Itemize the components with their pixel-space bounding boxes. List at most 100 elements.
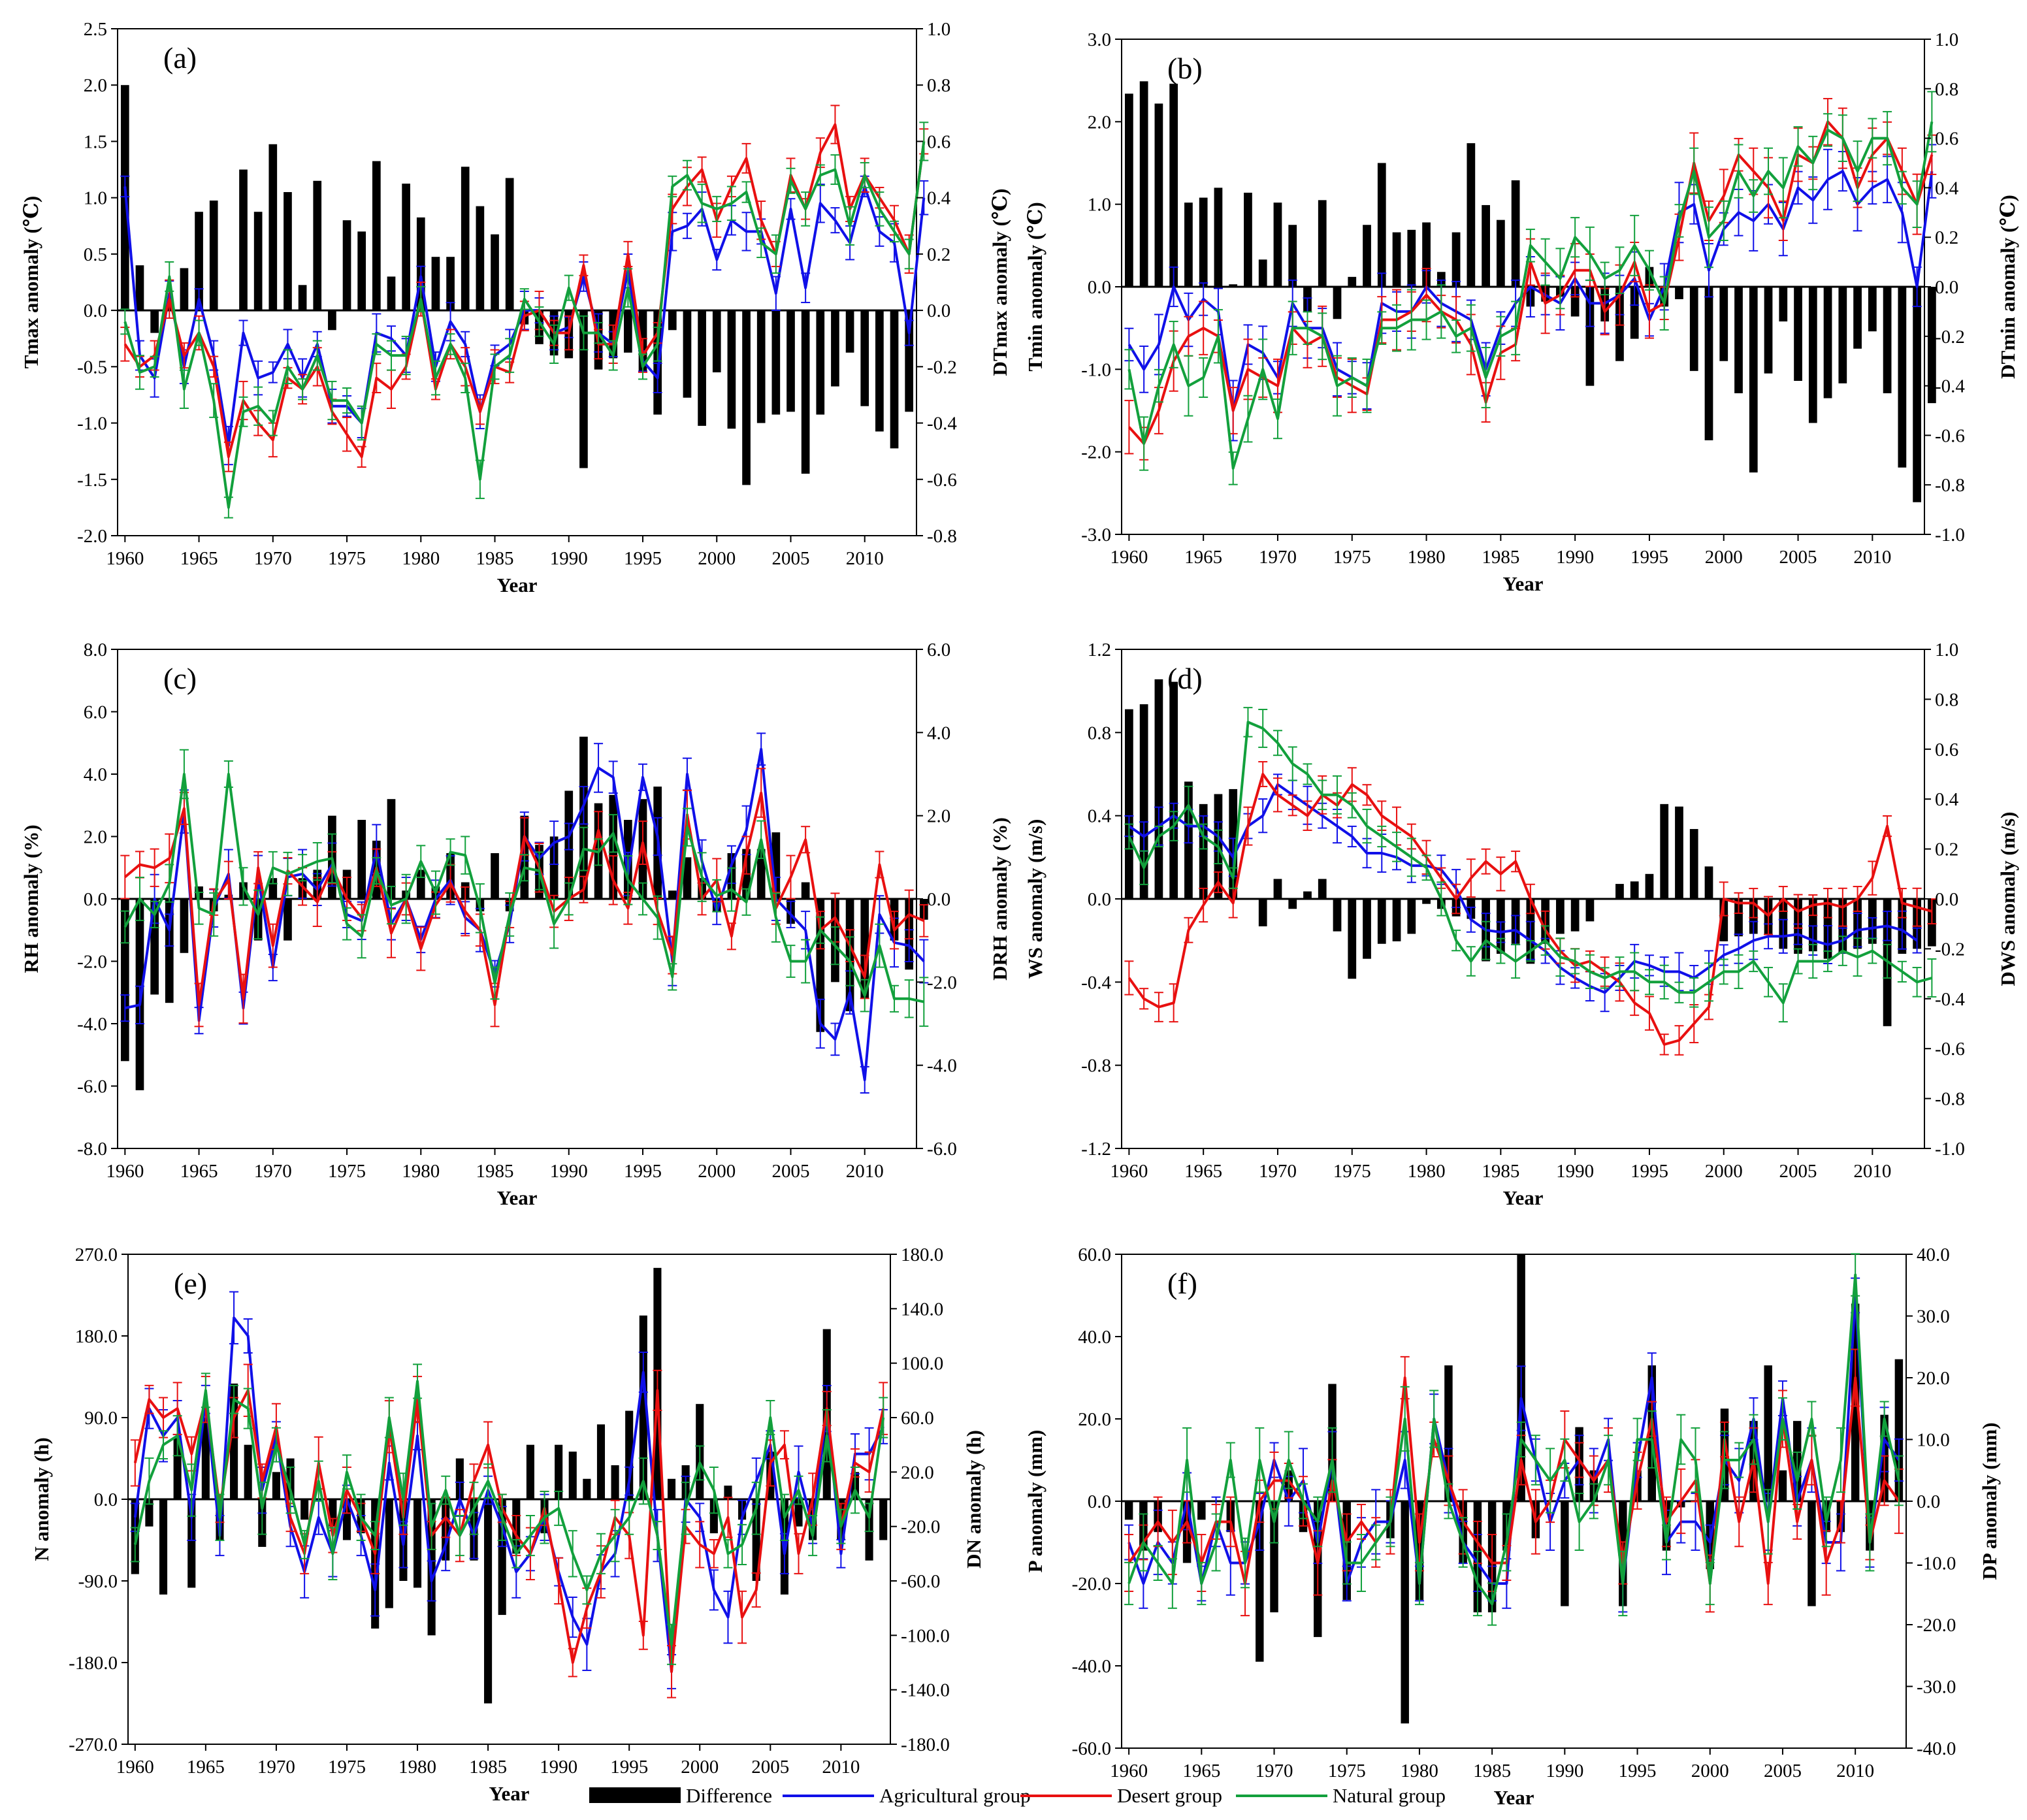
difference-bar [455,1458,464,1499]
y-right-tick-label: 0.6 [1935,739,1958,760]
difference-bar [1853,287,1862,349]
y-right-tick-label: 0.0 [1935,889,1958,910]
y-right-axis-title: DN anomaly (h) [962,1430,985,1568]
difference-bar [1318,200,1327,287]
y-right-tick-label: 0.0 [927,301,950,321]
difference-bar [1273,203,1282,287]
y-right-tick-label: 180.0 [901,1244,943,1265]
difference-bar [1184,203,1193,287]
y-left-tick-label: -90.0 [78,1571,118,1592]
difference-bar [387,276,396,311]
x-tick-label: 2005 [1779,547,1817,568]
series-line-natural [1127,121,1934,470]
difference-bar [491,234,499,311]
difference-bar [639,1315,647,1499]
difference-bar [816,310,825,415]
y-left-tick-label: 6.0 [84,702,107,723]
y-left-tick-label: 90.0 [84,1408,118,1429]
y-left-tick-label: -40.0 [1072,1656,1111,1677]
x-tick-label: 1980 [1408,1161,1446,1182]
series-line-natural [1127,721,1932,1005]
y-right-tick-label: -20.0 [901,1517,940,1538]
difference-bar [756,849,766,899]
legend-label-desert: Desert group [1117,1784,1222,1807]
x-axis-title: Year [1494,1786,1534,1809]
difference-bar [1288,225,1297,287]
y-right-tick-label: -0.8 [927,526,957,547]
difference-bar [1363,225,1371,287]
difference-bar [1407,229,1416,287]
y-left-tick-label: -2.0 [1081,442,1111,463]
x-tick-label: 1960 [1110,547,1148,568]
y-left-tick-label: 8.0 [84,640,107,660]
x-tick-label: 1995 [624,548,662,569]
x-tick-label: 1985 [476,1161,514,1182]
y-left-tick-label: 20.0 [1078,1409,1111,1430]
difference-bar [446,257,455,311]
difference-bar [1778,1470,1787,1501]
difference-bar [1868,287,1877,332]
y-right-tick-label: 60.0 [901,1408,934,1429]
difference-bar [1318,879,1327,899]
x-axis-title: Year [497,574,538,596]
difference-bar [1794,287,1802,382]
series-line-natural [123,141,926,509]
difference-bar [195,212,203,311]
panel-label: (a) [163,41,197,74]
x-tick-label: 1980 [1408,547,1446,568]
difference-bar [1288,899,1297,909]
y-right-tick-label: -0.4 [1935,989,1965,1010]
y-left-tick-label: 1.0 [84,188,107,209]
difference-bar [549,836,559,899]
difference-bar [1482,204,1490,287]
series-line-natural [123,773,924,1003]
x-tick-label: 1990 [550,1161,588,1182]
y-left-tick-label: 4.0 [84,764,107,785]
difference-bar [1630,287,1639,339]
x-tick-label: 1975 [1328,1761,1366,1781]
y-right-axis-title: DP anomaly (mm) [1978,1422,2001,1580]
y-right-tick-label: -0.4 [927,414,957,434]
y-right-tick-label: 0.6 [1935,129,1958,150]
y-right-tick-label: 0.6 [927,131,950,152]
x-tick-label: 1965 [1184,547,1222,568]
x-tick-label: 1985 [1482,1161,1519,1182]
y-right-tick-label: -10.0 [1917,1553,1956,1574]
panel-label: (b) [1167,52,1203,85]
difference-bar [794,1499,803,1527]
difference-bar [1197,1501,1206,1520]
difference-bar [756,310,766,423]
y-right-tick-label: -0.2 [1935,939,1965,960]
y-right-tick-label: 2.0 [927,806,950,827]
y-right-tick-label: 20.0 [901,1462,934,1483]
y-right-tick-label: 0.8 [927,75,950,96]
panels: -2.0 -1.5 -1.0 -0.5 0.0 0.5 1.0 1.5 2.0 2.5 -0.8 -0… [20,19,2019,1809]
difference-bar [727,310,736,429]
y-right-axis-title: DRH anomaly (%) [988,817,1011,981]
difference-bar [1436,272,1446,287]
chart-panel-b: -3.0 -2.0 -1.0 0.0 1.0 2.0 3.0 -1.0 -0.8 -0.6 -0.4… [1024,29,2019,595]
difference-bar [1570,899,1580,932]
y-left-tick-label: 2.0 [84,827,107,848]
difference-bar [300,1499,309,1520]
difference-bar [1561,1501,1569,1606]
difference-bar [1199,197,1208,287]
series-line-desert [1127,1376,1900,1585]
y-right-tick-label: -60.0 [901,1571,940,1592]
difference-bar [372,161,381,311]
difference-bar [1303,891,1312,899]
difference-bar [342,220,351,311]
difference-bar [272,1472,280,1499]
y-left-tick-label: 0.0 [1088,277,1111,298]
difference-bar [1764,1365,1772,1501]
x-tick-label: 1970 [254,548,292,569]
x-tick-label: 2010 [1853,547,1891,568]
y-right-tick-label: 100.0 [901,1354,943,1374]
difference-bar [860,310,869,406]
difference-bar [385,1499,393,1608]
y-right-tick-label: -100.0 [901,1625,950,1646]
difference-bar [801,310,810,474]
x-tick-label: 1970 [1259,1161,1297,1182]
x-axis-title: Year [497,1186,538,1209]
y-right-tick-label: -0.4 [1935,376,1965,397]
